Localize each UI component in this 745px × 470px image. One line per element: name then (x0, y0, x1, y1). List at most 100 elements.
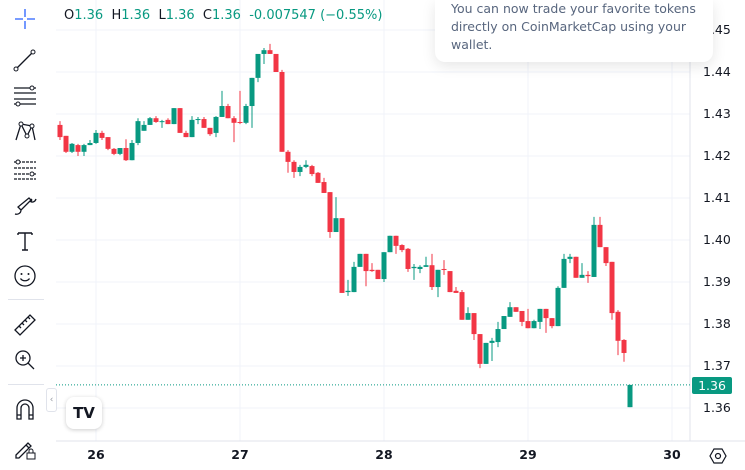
forecast-tool[interactable] (8, 154, 42, 184)
candle (603, 247, 609, 267)
candle (129, 140, 135, 161)
crosshair-tool[interactable] (8, 4, 42, 34)
candle (375, 269, 381, 280)
candle-body (249, 77, 255, 107)
candle (285, 150, 291, 173)
change-value: -0.007547 (−0.55%) (249, 8, 383, 23)
candle-body (621, 339, 627, 353)
candle-body (459, 292, 465, 320)
candle (309, 164, 315, 177)
candle (507, 302, 513, 317)
lock-drawings-icon (15, 442, 36, 460)
candle (123, 139, 129, 162)
pattern-tool[interactable] (8, 116, 42, 146)
candle (231, 116, 237, 143)
candle-body (375, 269, 381, 280)
candle-body (219, 106, 225, 117)
candle-body (519, 310, 525, 322)
candle-body (159, 121, 165, 123)
time-tick-label: 27 (231, 447, 249, 462)
candle-body (261, 50, 267, 54)
candle (615, 310, 621, 356)
candle (261, 48, 267, 65)
candle-body (279, 72, 285, 152)
candle (63, 135, 69, 154)
pattern-icon (15, 121, 36, 141)
zoom-in-tool[interactable] (8, 345, 42, 375)
fib-tool[interactable] (8, 81, 42, 111)
candle (183, 130, 189, 138)
candle-body (549, 318, 555, 327)
open-value: 1.36 (74, 8, 104, 23)
chart-settings-button[interactable] (708, 446, 728, 466)
candle (489, 337, 495, 361)
trend-line-tool[interactable] (8, 45, 42, 75)
candle-body (201, 119, 207, 128)
candle (333, 197, 339, 233)
price-tick-label: 1.39 (703, 274, 731, 289)
candle-body (567, 256, 573, 259)
ruler-icon (14, 314, 36, 336)
candle-body (171, 108, 177, 125)
fib-retracement-icon (14, 85, 36, 107)
candle (249, 77, 255, 128)
candle (57, 121, 63, 141)
candle-body (315, 172, 321, 183)
close-value: 1.36 (212, 8, 241, 23)
candle (561, 253, 567, 288)
candle-body (57, 124, 63, 138)
open-label: O (64, 8, 75, 23)
candle (417, 265, 423, 274)
candle (321, 177, 327, 193)
candle (195, 116, 201, 125)
candle (567, 253, 573, 264)
candle (513, 307, 519, 312)
candle-body (525, 321, 531, 329)
candle (201, 116, 207, 128)
text-tool[interactable] (8, 226, 42, 256)
candle-body (465, 313, 471, 320)
candle (369, 263, 375, 272)
high-value: 1.36 (121, 8, 151, 23)
price-tick-label: 1.41 (703, 190, 731, 205)
tooltip-line: directly on CoinMarketCap using your (451, 19, 687, 34)
candle-body (579, 274, 585, 278)
candle-body (303, 164, 309, 167)
candle-body (603, 247, 609, 264)
candle-body (267, 50, 273, 54)
candle (213, 116, 219, 138)
candle-body (537, 308, 543, 322)
candle-body (297, 166, 303, 172)
candle (177, 108, 183, 133)
candle (105, 137, 111, 151)
lock-drawings-tool[interactable] (8, 433, 42, 463)
candle (423, 256, 429, 267)
collapse-toolbar-button[interactable]: ‹ (46, 388, 57, 412)
candle-body (573, 256, 579, 278)
candle (525, 308, 531, 329)
candle (267, 43, 273, 54)
ohlc-legend: O1.36 H1.36 L1.36 C1.36 -0.007547 (−0.55… (64, 8, 382, 23)
tradingview-logo[interactable]: TV (66, 397, 102, 429)
candle (273, 53, 279, 72)
candle (327, 192, 333, 238)
ruler-tool[interactable] (8, 310, 42, 340)
candle-body (435, 269, 441, 288)
candle (519, 310, 525, 327)
low-label: L (158, 8, 166, 23)
tooltip-line: wallet. (451, 37, 493, 52)
tooltip-line: You can now trade your favorite tokens (451, 1, 696, 16)
candle-body (369, 269, 375, 272)
emoji-tool[interactable] (8, 261, 42, 291)
magnet-tool[interactable] (8, 395, 42, 425)
candle (165, 118, 171, 125)
candle-body (393, 235, 399, 246)
candle (111, 148, 117, 156)
brush-tool[interactable] (8, 191, 42, 221)
candle (381, 252, 387, 282)
candle (357, 253, 363, 267)
candle-body (87, 142, 93, 146)
candle (159, 119, 165, 128)
candle-body (135, 121, 141, 143)
